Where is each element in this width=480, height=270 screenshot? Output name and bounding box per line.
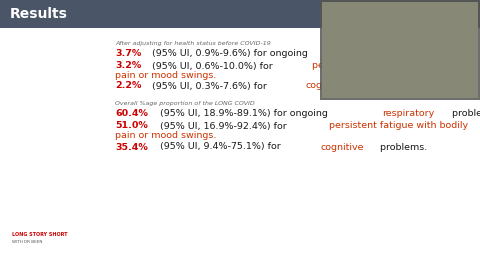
Text: (95% UI, 18.9%-89.1%) for ongoing: (95% UI, 18.9%-89.1%) for ongoing [157,110,331,119]
Text: 35.4%: 35.4% [115,143,148,151]
Text: (95% UI, 0.3%-7.6%) for: (95% UI, 0.3%-7.6%) for [149,82,270,90]
Text: respiratory: respiratory [358,49,410,59]
Text: problems: problems [425,49,472,59]
Text: persistent fatigue with bodily: persistent fatigue with bodily [328,122,468,130]
Text: respiratory: respiratory [382,110,434,119]
Text: 3.7%: 3.7% [115,49,141,59]
Text: (95% UI, 0.9%-9.6%) for ongoing: (95% UI, 0.9%-9.6%) for ongoing [149,49,311,59]
Text: 51.0%: 51.0% [115,122,148,130]
Text: WITH DR BEEN: WITH DR BEEN [12,240,42,244]
Text: pain or mood swings.: pain or mood swings. [115,72,216,80]
Text: problems: problems [449,110,480,119]
Text: LONG STORY SHORT: LONG STORY SHORT [12,232,68,238]
Text: 2.2%: 2.2% [115,82,142,90]
FancyBboxPatch shape [322,2,478,98]
FancyBboxPatch shape [0,0,480,28]
Text: After adjusting for health status before COVID-19: After adjusting for health status before… [115,42,271,46]
FancyBboxPatch shape [320,0,480,100]
Text: (95% UI, 0.6%-10.0%) for: (95% UI, 0.6%-10.0%) for [149,62,276,70]
Text: 3.2%: 3.2% [115,62,141,70]
FancyBboxPatch shape [0,28,480,270]
Text: (95% UI, 16.9%-92.4%) for: (95% UI, 16.9%-92.4%) for [157,122,290,130]
Text: Overall %age proportion of the LONG COVID: Overall %age proportion of the LONG COVI… [115,102,255,106]
Text: Results: Results [10,7,68,21]
Text: cognitive: cognitive [305,82,348,90]
Text: (95% UI, 9.4%-75.1%) for: (95% UI, 9.4%-75.1%) for [157,143,284,151]
Text: cognitive: cognitive [321,143,364,151]
Text: pain or mood swings.: pain or mood swings. [115,131,216,140]
Text: persistent fatigue with bodily: persistent fatigue with bodily [312,62,452,70]
Text: 60.4%: 60.4% [115,110,148,119]
Text: problems.: problems. [377,143,427,151]
Text: problems.: problems. [361,82,411,90]
